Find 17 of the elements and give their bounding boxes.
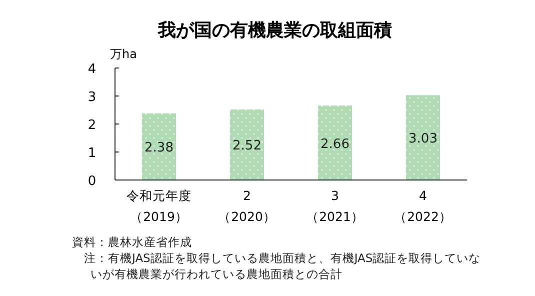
text: 資料：農林水産省作成 — [72, 234, 193, 250]
x-tick-label: 4（2022） — [394, 188, 452, 224]
y-axis-title: 万ha — [110, 47, 137, 61]
chart-title: 我が国の有機農業の取組面積 — [157, 20, 392, 41]
y-tick-label: 1 — [88, 146, 96, 161]
data-label: 2.66 — [320, 136, 350, 152]
y-tick-label: 0 — [88, 174, 96, 189]
y-tick-label: 2 — [88, 118, 96, 133]
x-tick-label: 令和元年度（2019） — [126, 188, 192, 224]
y-tick-label: 4 — [88, 62, 96, 77]
text: 注：有機JAS認証を取得している農地面積と、有機JAS認証を取得していないが有機農業が行われている農地面積との合計 — [83, 250, 482, 282]
x-tick-label: 2（2020） — [218, 188, 276, 224]
x-tick-label: 3（2021） — [306, 188, 364, 224]
y-tick-label: 3 — [88, 90, 96, 105]
data-label: 2.52 — [232, 138, 262, 154]
data-label: 3.03 — [408, 132, 438, 147]
data-label: 2.38 — [144, 140, 174, 156]
